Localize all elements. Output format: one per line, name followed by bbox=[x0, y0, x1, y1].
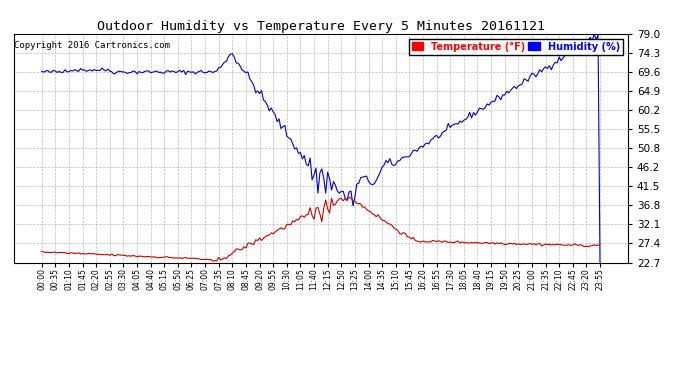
Legend: Temperature (°F), Humidity (%): Temperature (°F), Humidity (%) bbox=[409, 39, 623, 54]
Text: Copyright 2016 Cartronics.com: Copyright 2016 Cartronics.com bbox=[14, 40, 170, 50]
Title: Outdoor Humidity vs Temperature Every 5 Minutes 20161121: Outdoor Humidity vs Temperature Every 5 … bbox=[97, 20, 545, 33]
